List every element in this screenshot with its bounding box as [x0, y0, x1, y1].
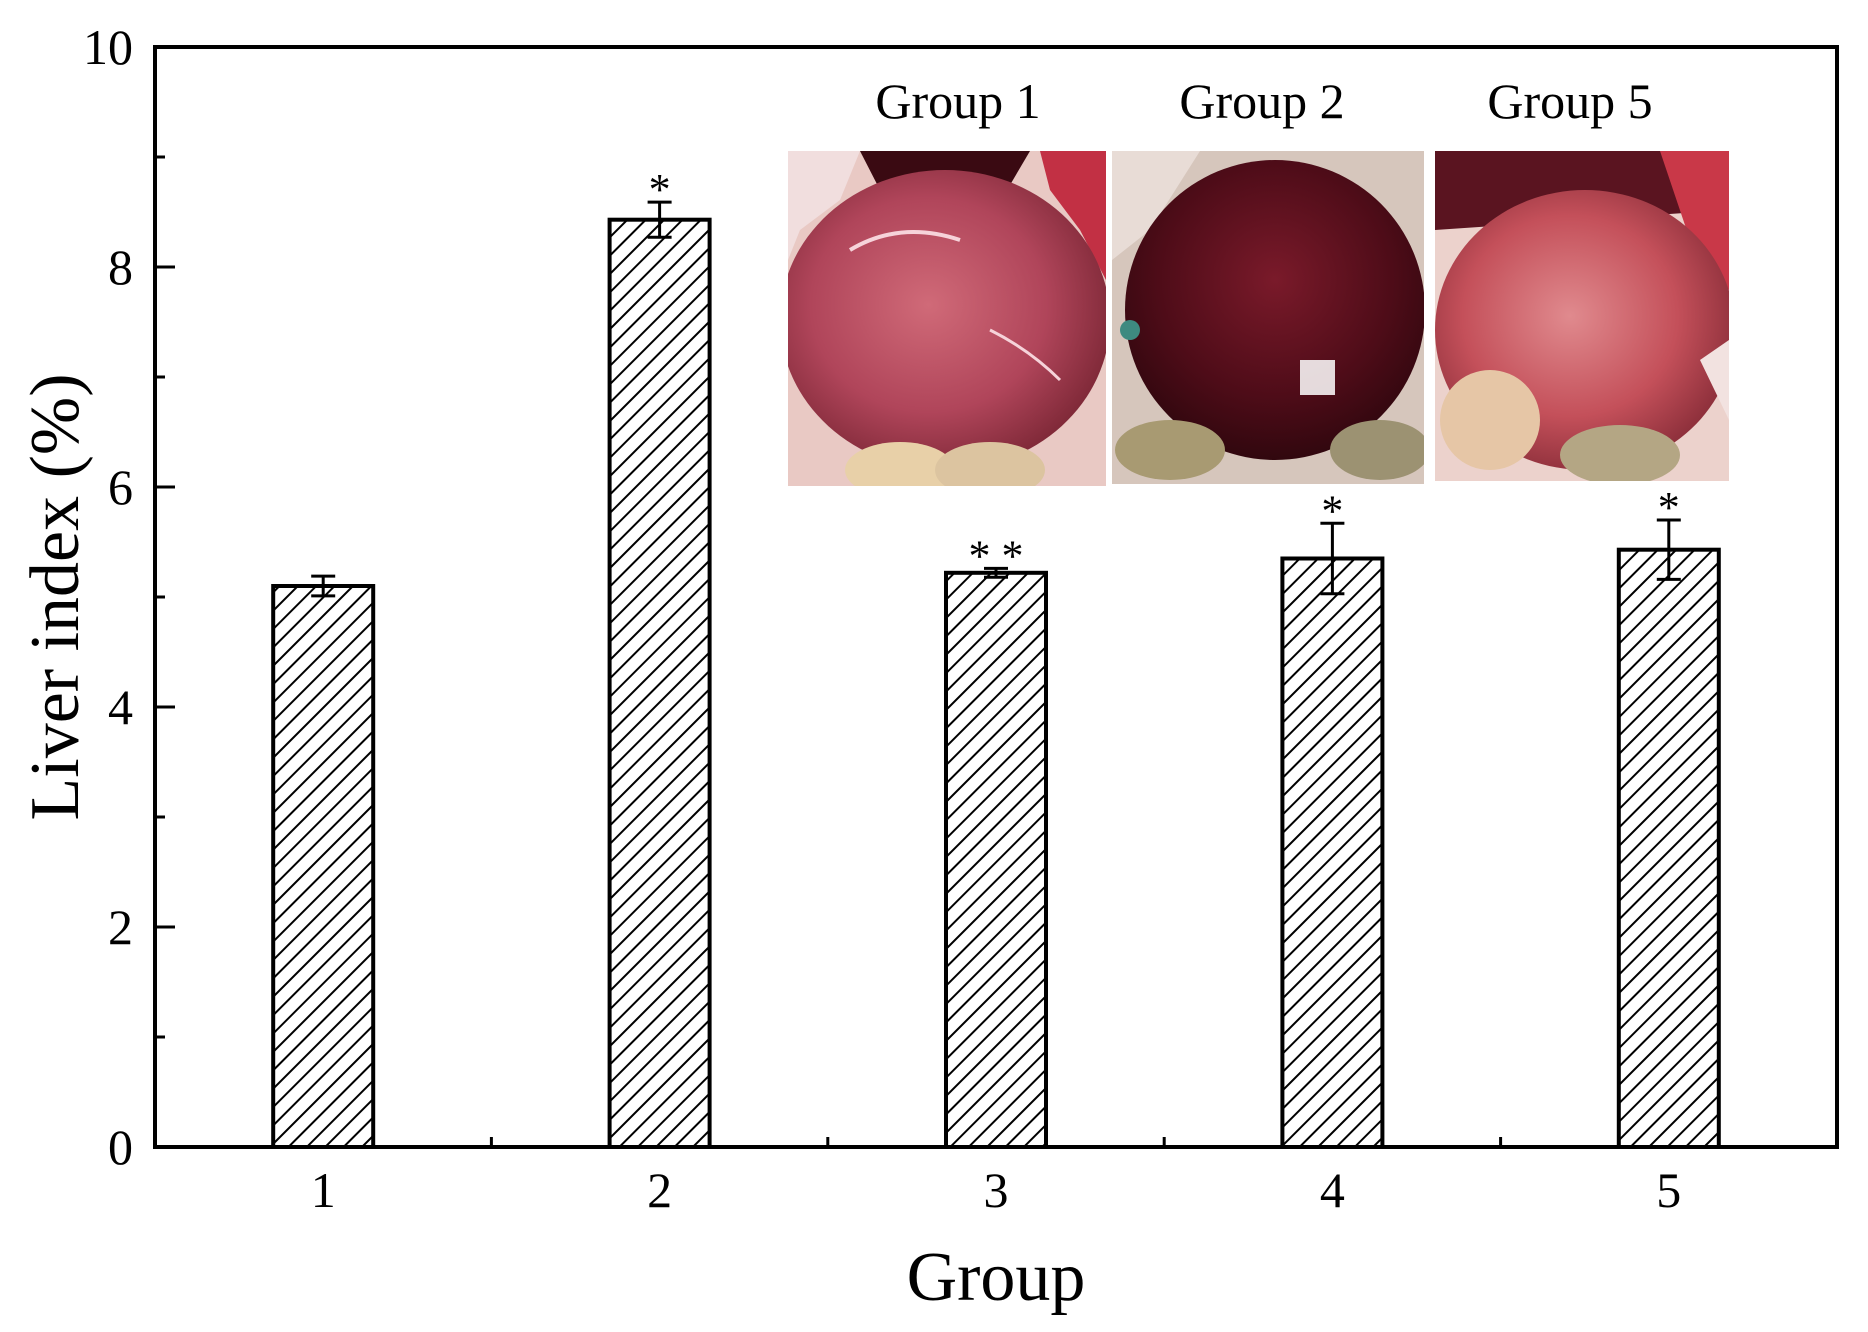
photo-group-5: [1435, 151, 1729, 481]
photo-labels: Group 1 Group 2 Group 5: [875, 73, 1652, 129]
photo-group-2: [1112, 151, 1424, 484]
bar: [1280, 556, 1385, 1149]
bar: [607, 217, 712, 1149]
x-axis: 1 2 3 4 5: [311, 1127, 1681, 1218]
significance-marker: * *: [969, 531, 1024, 580]
x-tick-label: 4: [1320, 1162, 1345, 1218]
y-tick-label: 10: [83, 19, 133, 75]
y-axis: 0 2 4 6 8 10: [83, 19, 175, 1175]
y-tick-label: 6: [108, 459, 133, 515]
inset-photos: [788, 151, 1729, 486]
y-tick-label: 4: [108, 679, 133, 735]
photo-label: Group 1: [875, 73, 1040, 129]
x-tick-label: 1: [311, 1162, 336, 1218]
y-tick-label: 8: [108, 239, 133, 295]
photo-label: Group 2: [1179, 73, 1344, 129]
x-tick-label: 5: [1656, 1162, 1681, 1218]
photo-group-1: [788, 151, 1106, 486]
y-tick-label: 2: [108, 899, 133, 955]
significance-marker: *: [649, 165, 671, 214]
bar: [1616, 547, 1721, 1149]
x-axis-title: Group: [907, 1239, 1086, 1316]
significance-marker: *: [1321, 486, 1343, 535]
significance-marker: *: [1658, 483, 1680, 532]
bar: [271, 584, 376, 1149]
photo-label: Group 5: [1487, 73, 1652, 129]
y-tick-label: 0: [108, 1119, 133, 1175]
x-tick-label: 3: [984, 1162, 1009, 1218]
bars: * * * * *: [271, 165, 1721, 1149]
x-tick-label: 2: [647, 1162, 672, 1218]
bar: [944, 570, 1048, 1149]
y-axis-title: Liver index (%): [17, 373, 94, 820]
